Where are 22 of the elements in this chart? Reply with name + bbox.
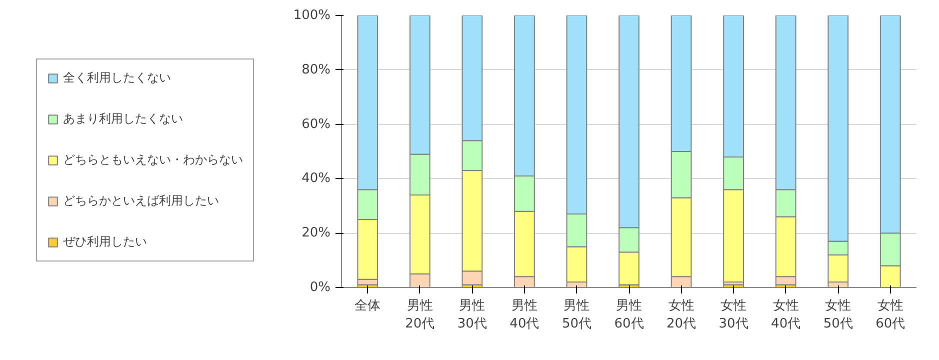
legend-label: 全く利用したくない — [63, 70, 171, 86]
legend-label: ぜひ利用したい — [63, 234, 147, 250]
legend-label: あまり利用したくない — [63, 110, 183, 128]
x-tick-label: 男性 20代 — [405, 298, 435, 332]
y-tick-label: 40% — [302, 171, 331, 186]
x-tick-label: 男性 40代 — [510, 298, 540, 332]
y-tick-label: 80% — [302, 62, 331, 78]
legend-label: どちらともいえない・わからない — [63, 152, 243, 168]
x-tick-label: 男性 60代 — [614, 298, 644, 332]
legend-label: どちらかといえば利用したい — [63, 192, 219, 210]
x-tick-label: 女性 20代 — [666, 298, 696, 332]
y-tick-label: 100% — [293, 8, 331, 23]
y-tick-label: 60% — [302, 116, 331, 132]
x-tick-label: 全体 — [354, 298, 381, 314]
y-tick-label: 20% — [302, 226, 331, 241]
x-tick-label: 女性 60代 — [876, 298, 906, 332]
x-tick-label: 男性 30代 — [457, 298, 487, 332]
y-tick-label: 0% — [310, 280, 330, 295]
x-tick-label: 女性 30代 — [718, 298, 748, 332]
x-tick-label: 女性 40代 — [771, 298, 801, 332]
x-tick-label: 男性 50代 — [562, 298, 592, 332]
x-tick-label: 女性 50代 — [823, 298, 853, 332]
